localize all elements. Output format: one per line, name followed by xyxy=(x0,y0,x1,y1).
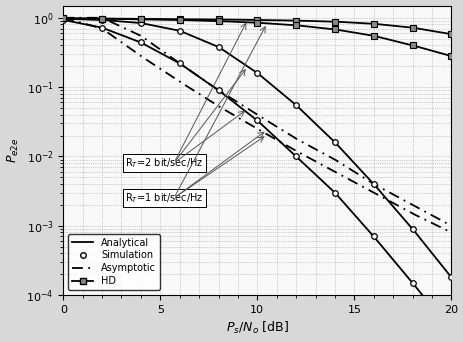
Text: R$_T$=2 bit/sec/Hz: R$_T$=2 bit/sec/Hz xyxy=(125,156,203,170)
X-axis label: $P_s/N_o$ [dB]: $P_s/N_o$ [dB] xyxy=(225,320,288,337)
Legend: Analytical, Simulation, Asymptotic, HD: Analytical, Simulation, Asymptotic, HD xyxy=(68,234,160,290)
Text: R$_T$=1 bit/sec/Hz: R$_T$=1 bit/sec/Hz xyxy=(125,191,203,205)
Y-axis label: $P_{e2e}$: $P_{e2e}$ xyxy=(6,137,21,163)
